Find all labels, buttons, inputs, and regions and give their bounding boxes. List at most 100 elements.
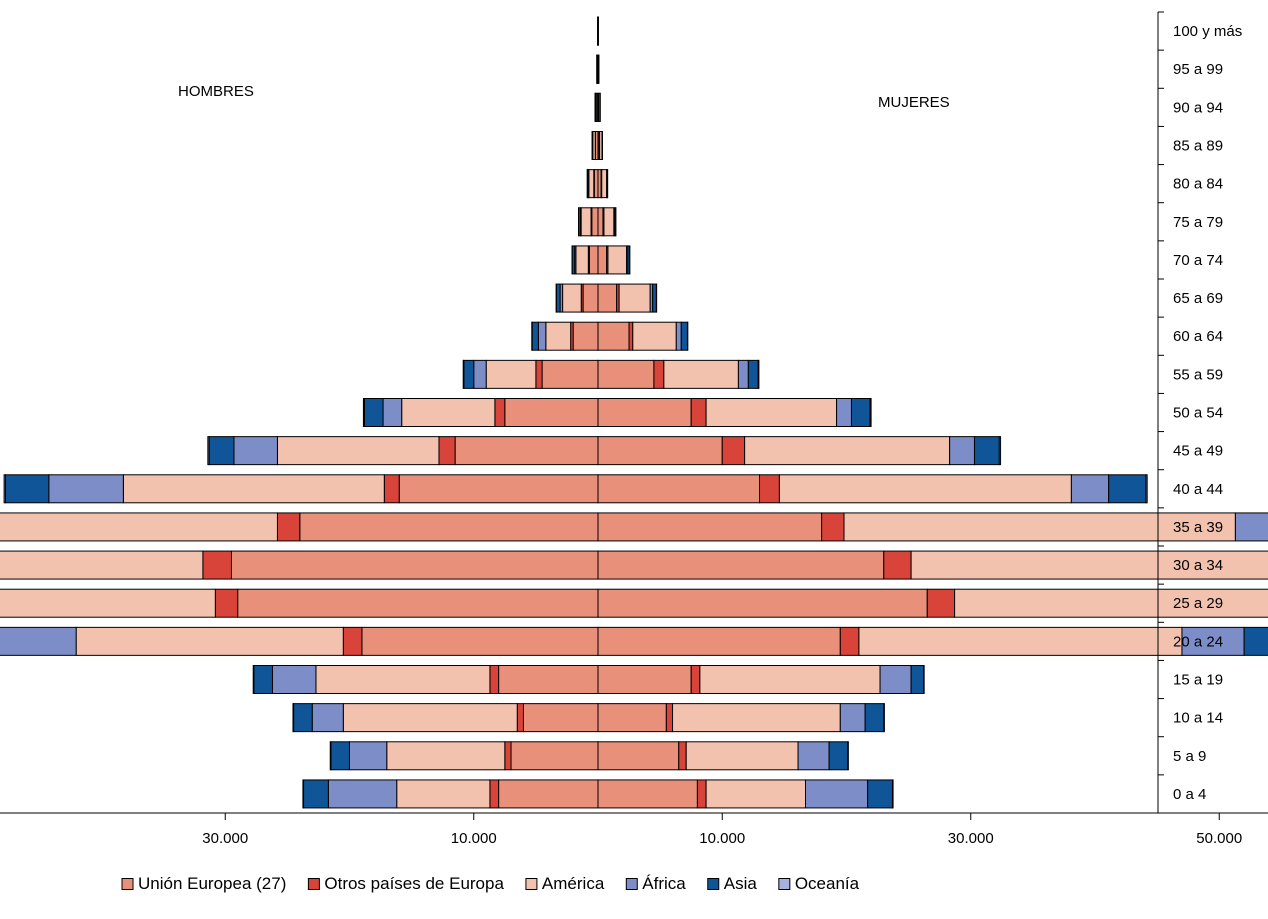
bar-hombres-3-3 (272, 666, 315, 694)
legend-swatch-4 (708, 879, 719, 890)
legend-swatch-5 (779, 879, 790, 890)
bar-mujeres-1-0 (697, 780, 706, 808)
bar-mujeres-2-1 (686, 742, 798, 770)
age-label-6: 30 a 34 (1173, 557, 1223, 574)
bar-mujeres-2-11 (664, 360, 739, 388)
bar-hombres-2-9 (277, 437, 439, 465)
bar-hombres-2-16 (589, 170, 594, 198)
bar-hombres-1-5 (215, 589, 237, 617)
age-label-19: 95 a 99 (1173, 61, 1223, 78)
bar-mujeres-3-8 (1071, 475, 1108, 503)
legend-label-1: Otros países de Europa (324, 874, 504, 893)
bar-hombres-1-4 (343, 627, 362, 655)
bar-mujeres-4-10 (851, 399, 870, 427)
bar-hombres-5-2 (293, 704, 294, 732)
bar-mujeres-4-3 (911, 666, 923, 694)
bar-hombres-3-1 (350, 742, 387, 770)
bar-hombres-2-13 (563, 284, 582, 312)
bar-mujeres-0-10 (598, 399, 691, 427)
mujeres-label: MUJERES (878, 94, 950, 111)
bar-mujeres-0-12 (598, 322, 629, 350)
bar-mujeres-0-3 (598, 666, 691, 694)
age-label-16: 80 a 84 (1173, 176, 1223, 193)
bar-hombres-3-12 (538, 322, 545, 350)
bar-hombres-4-2 (294, 704, 313, 732)
bar-hombres-2-5 (0, 589, 215, 617)
bar-mujeres-5-1 (848, 742, 849, 770)
bar-mujeres-2-16 (602, 170, 607, 198)
bar-mujeres-2-0 (706, 780, 805, 808)
bar-hombres-2-11 (486, 360, 536, 388)
bar-mujeres-1-8 (760, 475, 780, 503)
bar-hombres-0-12 (573, 322, 598, 350)
bar-hombres-0-6 (231, 551, 598, 579)
age-label-2: 10 a 14 (1173, 710, 1223, 727)
x-tick-label-3: 30.000 (202, 830, 248, 847)
bar-mujeres-0-8 (598, 475, 760, 503)
bar-hombres-0-16 (594, 170, 598, 198)
bar-mujeres-0-14 (598, 246, 607, 274)
bar-mujeres-5-8 (1146, 475, 1147, 503)
bar-hombres-1-3 (490, 666, 499, 694)
legend-group: Unión Europea (27)Otros países de Europa… (122, 874, 860, 893)
x-tick-label-7: 50.000 (1196, 830, 1242, 847)
bar-mujeres-0-4 (598, 627, 840, 655)
bar-hombres-0-7 (300, 513, 598, 541)
bar-mujeres-4-11 (748, 360, 758, 388)
legend-label-5: Oceanía (795, 874, 860, 893)
bar-hombres-1-11 (536, 360, 542, 388)
bar-mujeres-5-9 (999, 437, 1000, 465)
bar-hombres-0-1 (511, 742, 598, 770)
bar-mujeres-2-2 (673, 704, 841, 732)
age-label-20: 100 y más (1173, 23, 1242, 40)
bar-hombres-1-10 (495, 399, 505, 427)
x-tick-labels-group: 90.00070.00050.00030.00010.00010.00030.0… (0, 830, 1268, 847)
bar-hombres-0-0 (499, 780, 598, 808)
age-label-10: 50 a 54 (1173, 405, 1223, 422)
bar-hombres-1-2 (517, 704, 523, 732)
bar-hombres-0-13 (583, 284, 598, 312)
bar-hombres-4-3 (254, 666, 273, 694)
age-label-8: 40 a 44 (1173, 481, 1223, 498)
bar-mujeres-3-2 (840, 704, 865, 732)
bar-hombres-1-9 (439, 437, 455, 465)
bar-hombres-1-6 (203, 551, 232, 579)
bar-hombres-5-1 (330, 742, 331, 770)
bar-hombres-3-10 (383, 399, 402, 427)
bar-mujeres-2-8 (779, 475, 1071, 503)
bar-mujeres-5-2 (884, 704, 885, 732)
bar-mujeres-5-0 (892, 780, 893, 808)
bar-hombres-5-10 (363, 399, 364, 427)
bar-hombres-0-15 (592, 208, 598, 236)
age-label-9: 45 a 49 (1173, 443, 1223, 460)
bar-hombres-0-14 (589, 246, 598, 274)
bar-mujeres-1-6 (884, 551, 911, 579)
age-label-1: 5 a 9 (1173, 748, 1206, 765)
bar-mujeres-0-6 (598, 551, 884, 579)
age-label-3: 15 a 19 (1173, 672, 1223, 689)
bar-mujeres-1-4 (840, 627, 859, 655)
bars-group (0, 17, 1268, 808)
bar-mujeres-3-11 (738, 360, 748, 388)
bar-hombres-1-0 (490, 780, 499, 808)
bar-mujeres-5-3 (924, 666, 925, 694)
bar-hombres-0-4 (362, 627, 598, 655)
bar-mujeres-1-5 (927, 589, 954, 617)
bar-hombres-5-3 (253, 666, 254, 694)
bar-mujeres-3-7 (1235, 513, 1268, 541)
age-label-7: 35 a 39 (1173, 519, 1223, 536)
bar-mujeres-4-2 (865, 704, 884, 732)
bar-hombres-0-11 (542, 360, 598, 388)
bar-hombres-5-11 (463, 360, 464, 388)
bar-hombres-5-8 (4, 475, 5, 503)
bar-hombres-1-1 (505, 742, 511, 770)
bar-mujeres-2-10 (706, 399, 836, 427)
bar-mujeres-2-9 (745, 437, 950, 465)
bar-mujeres-4-9 (974, 437, 999, 465)
bar-mujeres-4-8 (1109, 475, 1146, 503)
legend-swatch-3 (626, 879, 637, 890)
bar-mujeres-1-7 (822, 513, 844, 541)
age-label-18: 90 a 94 (1173, 99, 1223, 116)
age-label-17: 85 a 89 (1173, 138, 1223, 155)
bar-hombres-0-9 (455, 437, 598, 465)
